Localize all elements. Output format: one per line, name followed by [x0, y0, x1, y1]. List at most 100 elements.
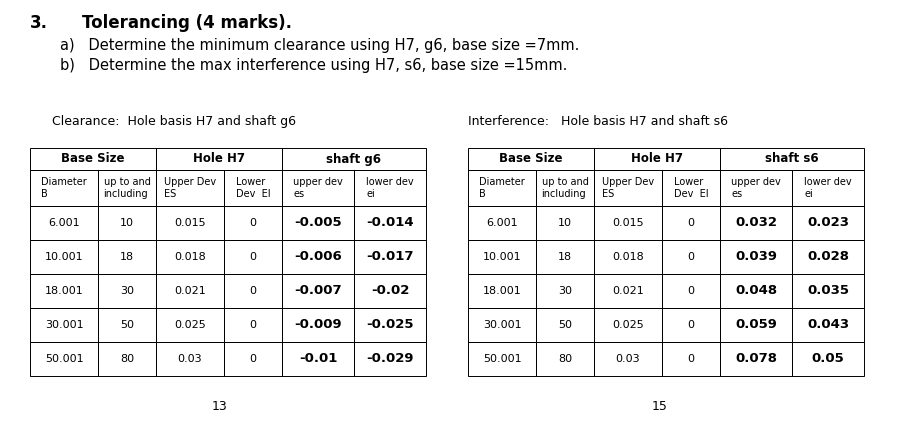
Text: -0.007: -0.007 [294, 285, 342, 298]
Text: Diameter
B: Diameter B [479, 177, 525, 199]
Text: lower dev
ei: lower dev ei [366, 177, 414, 199]
Bar [662, 206, 720, 240]
Bar [354, 206, 426, 240]
Text: 0: 0 [249, 320, 256, 330]
Bar [282, 308, 354, 342]
Bar [98, 274, 156, 308]
Text: 10.001: 10.001 [45, 252, 84, 262]
Text: 0: 0 [249, 252, 256, 262]
Text: 0.03: 0.03 [177, 354, 202, 364]
Bar [720, 170, 792, 206]
Bar [594, 274, 662, 308]
Text: 15: 15 [652, 400, 668, 413]
Bar [282, 148, 426, 170]
Bar [720, 206, 792, 240]
Bar [224, 240, 282, 274]
Bar [224, 170, 282, 206]
Bar [282, 240, 354, 274]
Text: 10: 10 [120, 218, 134, 228]
Text: 0.023: 0.023 [807, 216, 849, 229]
Bar [662, 240, 720, 274]
Bar [720, 240, 792, 274]
Text: Base Size: Base Size [61, 152, 125, 165]
Text: shaft s6: shaft s6 [765, 152, 819, 165]
Bar [156, 240, 224, 274]
Text: 6.001: 6.001 [486, 218, 518, 228]
Bar [354, 274, 426, 308]
Text: Hole H7: Hole H7 [631, 152, 683, 165]
Text: Lower
Dev  EI: Lower Dev EI [236, 177, 270, 199]
Text: a)   Determine the minimum clearance using H7, g6, base size =7mm.: a) Determine the minimum clearance using… [60, 38, 580, 53]
Text: Base Size: Base Size [500, 152, 562, 165]
Text: -0.029: -0.029 [366, 352, 414, 365]
Text: 0.043: 0.043 [807, 319, 849, 331]
Bar [662, 274, 720, 308]
Text: 50.001: 50.001 [45, 354, 84, 364]
Text: b)   Determine the max interference using H7, s6, base size =15mm.: b) Determine the max interference using … [60, 58, 567, 73]
Bar [224, 342, 282, 376]
Text: 0.032: 0.032 [735, 216, 777, 229]
Bar [156, 170, 224, 206]
Text: 0.035: 0.035 [807, 285, 849, 298]
Text: 18: 18 [120, 252, 134, 262]
Text: upper dev
es: upper dev es [293, 177, 343, 199]
Bar [30, 206, 98, 240]
Text: 0.078: 0.078 [735, 352, 777, 365]
Text: 0: 0 [249, 354, 256, 364]
Text: 0.03: 0.03 [616, 354, 640, 364]
Bar [156, 274, 224, 308]
Text: Upper Dev
ES: Upper Dev ES [164, 177, 216, 199]
Text: 30: 30 [120, 286, 134, 296]
Bar [30, 240, 98, 274]
Bar [282, 342, 354, 376]
Text: -0.01: -0.01 [299, 352, 338, 365]
Bar [536, 342, 594, 376]
Text: upper dev
es: upper dev es [731, 177, 781, 199]
Text: 18: 18 [558, 252, 572, 262]
Bar [792, 308, 864, 342]
Bar [98, 170, 156, 206]
Bar [594, 308, 662, 342]
Bar [30, 342, 98, 376]
Text: Tolerancing (4 marks).: Tolerancing (4 marks). [82, 14, 292, 32]
Bar [98, 206, 156, 240]
Bar [792, 274, 864, 308]
Bar [792, 240, 864, 274]
Bar [536, 206, 594, 240]
Bar [468, 206, 536, 240]
Text: 50: 50 [558, 320, 572, 330]
Text: up to and
including: up to and including [542, 177, 589, 199]
Bar [30, 274, 98, 308]
Text: 0: 0 [249, 286, 256, 296]
Text: 0: 0 [688, 286, 695, 296]
Text: -0.005: -0.005 [294, 216, 342, 229]
Text: -0.017: -0.017 [366, 250, 414, 264]
Text: up to and
including: up to and including [104, 177, 150, 199]
Bar [468, 240, 536, 274]
Bar [662, 308, 720, 342]
Text: Lower
Dev  EI: Lower Dev EI [674, 177, 708, 199]
Bar [594, 148, 720, 170]
Bar [282, 274, 354, 308]
Bar [536, 308, 594, 342]
Bar [98, 240, 156, 274]
Bar [536, 240, 594, 274]
Text: 0.05: 0.05 [812, 352, 844, 365]
Text: 0.059: 0.059 [735, 319, 777, 331]
Text: 0.039: 0.039 [735, 250, 777, 264]
Text: 10: 10 [558, 218, 572, 228]
Text: 13: 13 [212, 400, 228, 413]
Text: 50: 50 [120, 320, 134, 330]
Bar [282, 170, 354, 206]
Text: 0: 0 [688, 252, 695, 262]
Text: Clearance:  Hole basis H7 and shaft g6: Clearance: Hole basis H7 and shaft g6 [52, 115, 296, 128]
Bar [792, 206, 864, 240]
Text: -0.014: -0.014 [366, 216, 414, 229]
Bar [354, 308, 426, 342]
Text: Hole H7: Hole H7 [193, 152, 245, 165]
Bar [468, 148, 594, 170]
Bar [536, 274, 594, 308]
Text: -0.006: -0.006 [294, 250, 342, 264]
Text: 80: 80 [558, 354, 572, 364]
Bar [156, 206, 224, 240]
